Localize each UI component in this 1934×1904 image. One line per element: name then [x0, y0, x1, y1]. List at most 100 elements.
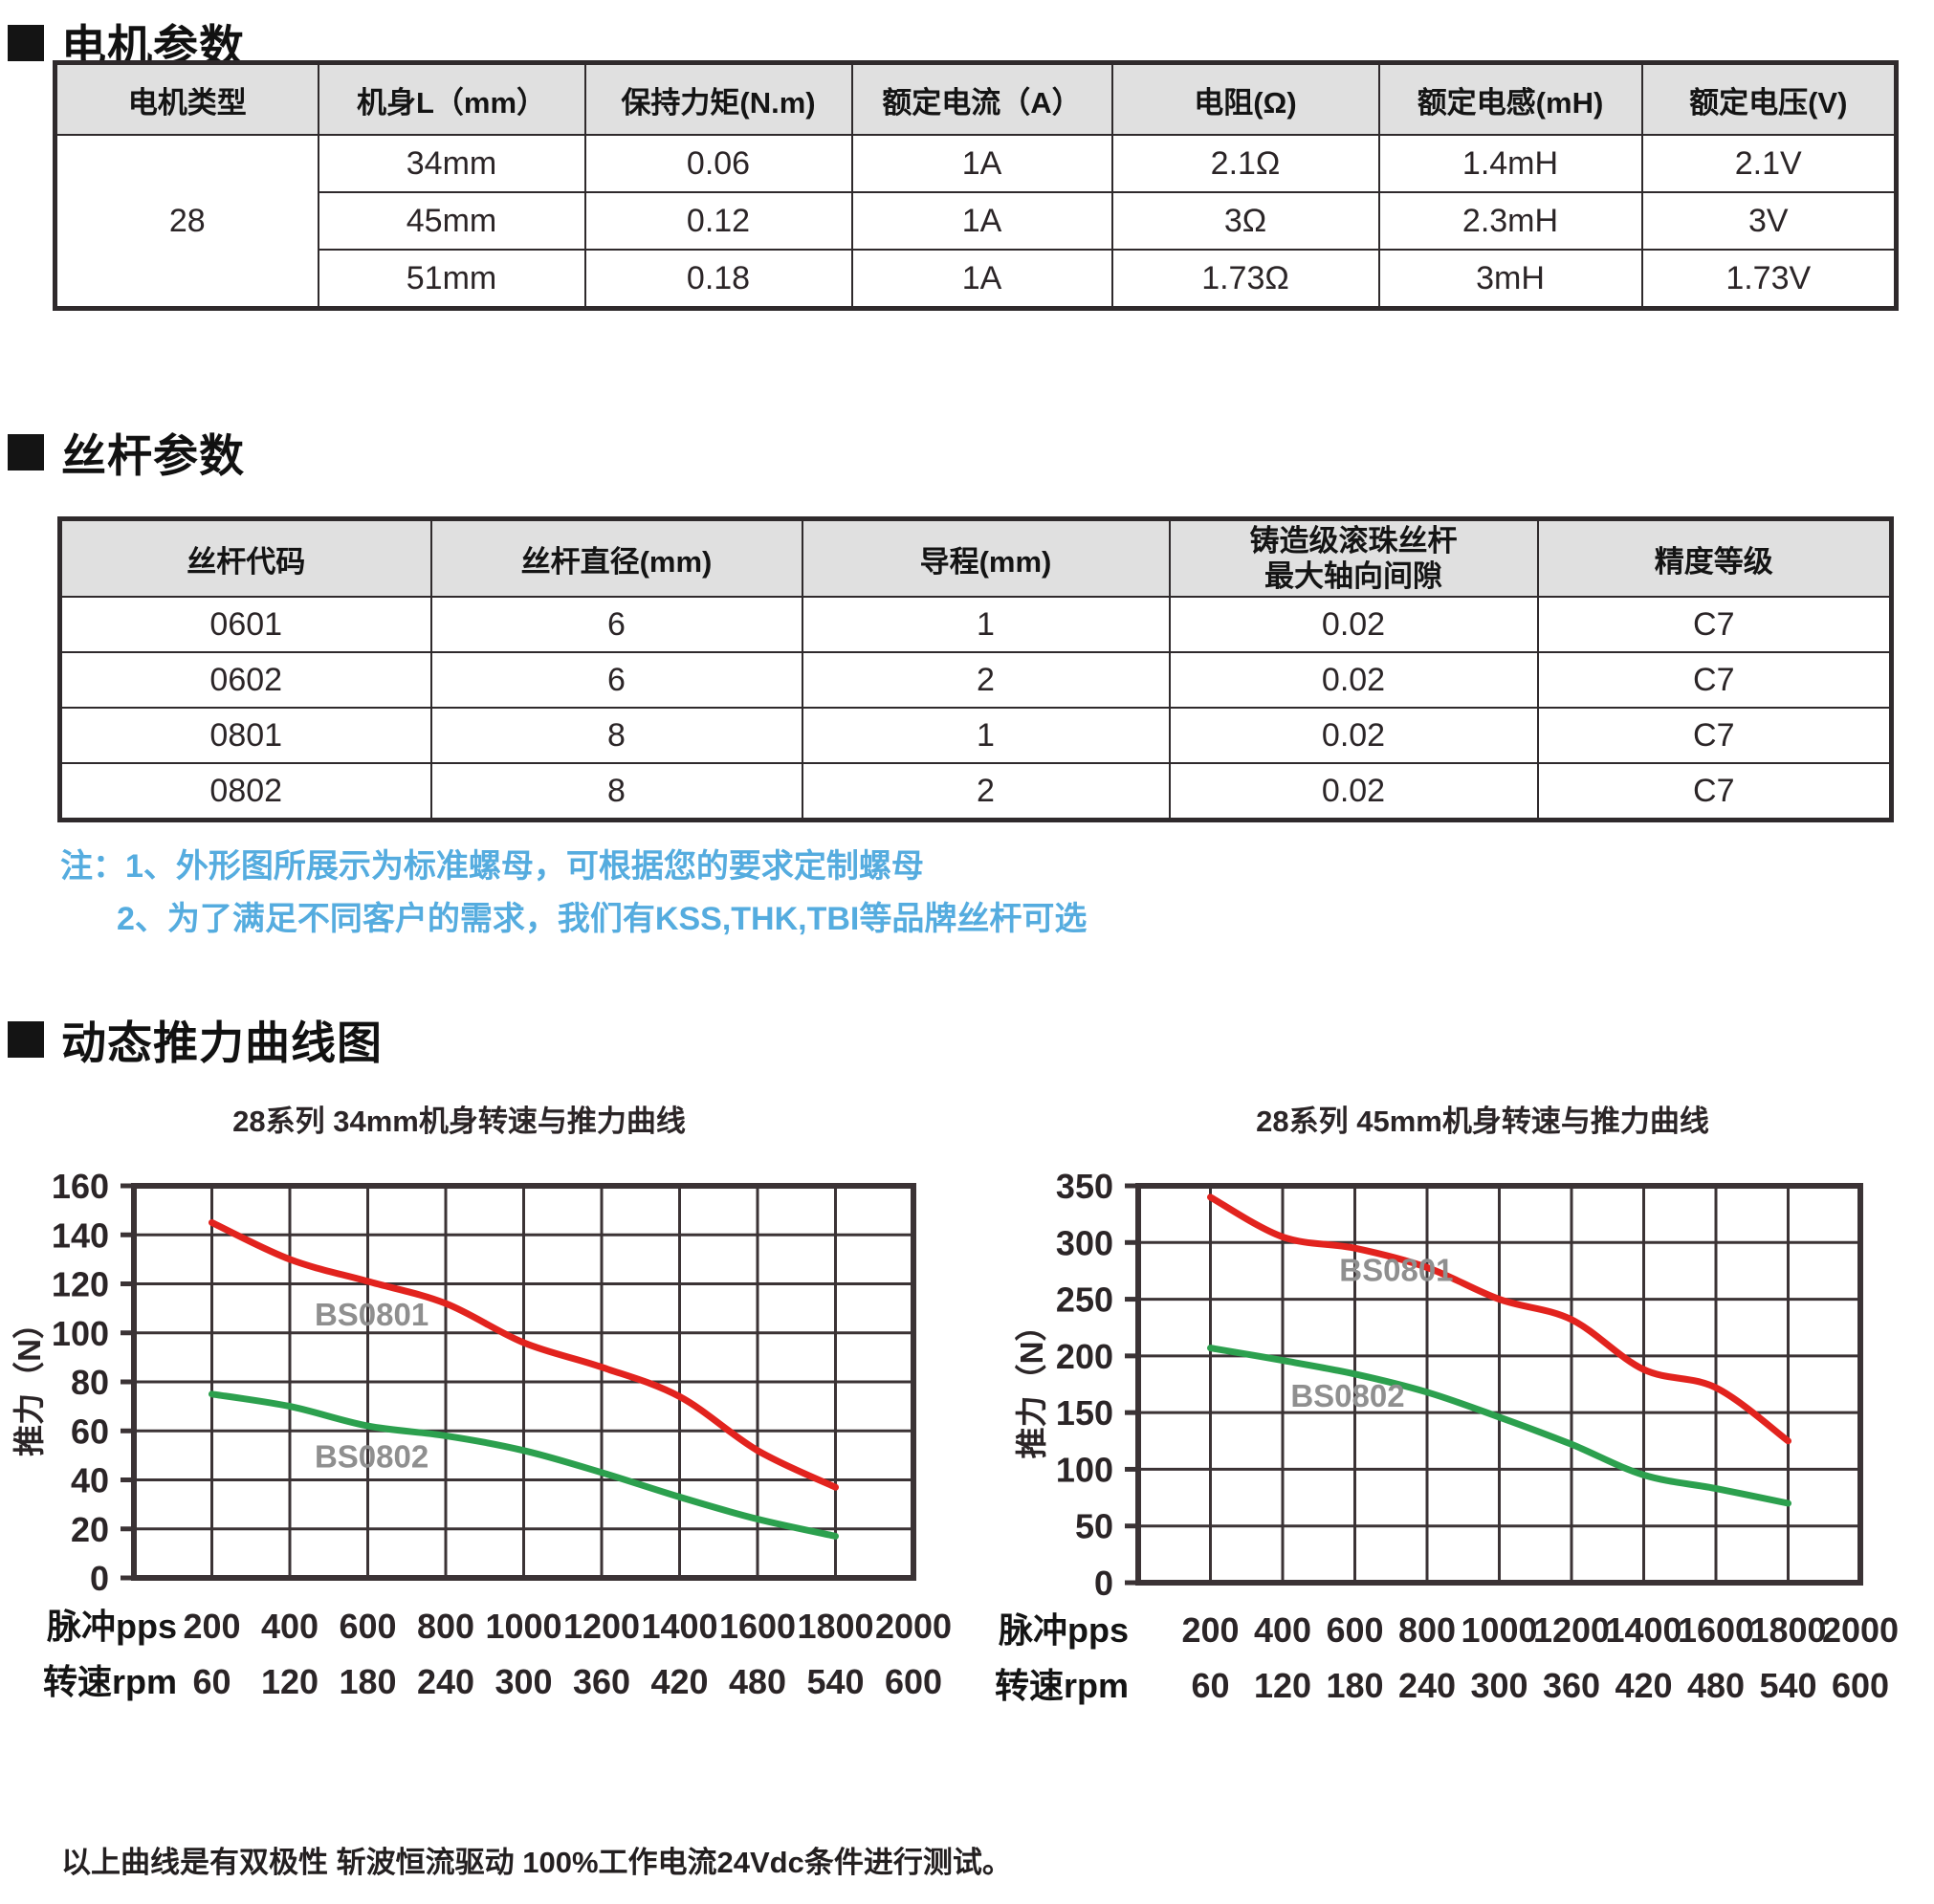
table-cell: 1.73Ω: [1110, 249, 1380, 310]
x-tick-pps: 1800: [797, 1607, 873, 1646]
note-line-2: 2、为了满足不同客户的需求，我们有KSS,THK,TBI等品牌丝杆可选: [117, 901, 1088, 937]
column-header: 电阻(Ω): [1110, 61, 1380, 136]
y-axis-label: 推力（N）: [1014, 1310, 1049, 1459]
y-tick-label: 50: [1075, 1507, 1113, 1546]
column-header: 额定电压(V): [1640, 61, 1898, 136]
y-tick-label: 300: [1056, 1223, 1113, 1262]
motor-table-head: 电机类型 机身L（mm） 保持力矩(N.m) 额定电流（A） 电阻(Ω) 额定电感(mH)…: [54, 61, 1898, 136]
x-tick-rpm: 120: [261, 1662, 319, 1701]
curve-BS0802: [1207, 1345, 1791, 1507]
x-tick-rpm: 600: [885, 1662, 942, 1701]
chart-45mm-thrust-curve: 28系列 45mm机身转速与推力曲线 0 50 100 150 200 250 300 350 脉…: [995, 1105, 1899, 1705]
chart-title: 28系列 45mm机身转速与推力曲线: [1256, 1105, 1709, 1138]
table-cell: 2.3mH: [1377, 191, 1643, 251]
x-tick-pps: 1400: [1605, 1610, 1681, 1650]
table-row: 0802 8 2 0.02 C7: [58, 762, 1893, 821]
curve-BS0802: [209, 1390, 839, 1540]
x-tick-rpm: 180: [339, 1662, 396, 1701]
y-tick-label: 80: [71, 1363, 109, 1402]
x-tick-pps: 1600: [1678, 1610, 1754, 1650]
section-square-icon: [8, 433, 44, 471]
x-tick-pps: 1600: [719, 1607, 796, 1646]
y-tick-label: 200: [1056, 1337, 1113, 1376]
table-cell: 1A: [850, 134, 1113, 193]
table-cell: 3V: [1640, 191, 1898, 251]
table-cell: 1A: [850, 249, 1113, 310]
motor-table-body: 28 34mm 0.06 1A 2.1Ω 1.4mH 2.1V 45mm 0.12 1A 3Ω 2.3…: [54, 134, 1898, 310]
x-tick-pps: 1400: [641, 1607, 717, 1646]
table-cell: 8: [429, 762, 803, 821]
table-cell: 1.73V: [1640, 249, 1898, 310]
column-header: 保持力矩(N.m): [583, 61, 853, 136]
series-label-BS0801: BS0801: [1339, 1253, 1453, 1288]
rpm-row-caption: 转速rpm: [43, 1662, 177, 1701]
table-cell: 0.12: [583, 191, 853, 251]
table-cell: 3mH: [1377, 249, 1643, 310]
section-square-icon: [8, 1020, 44, 1058]
x-tick-rpm: 360: [1543, 1666, 1600, 1705]
section-title: 动态推力曲线图: [61, 1018, 383, 1068]
table-cell: C7: [1536, 707, 1893, 764]
x-tick-rpm: 540: [806, 1662, 864, 1701]
x-tick-rpm: 300: [494, 1662, 552, 1701]
x-tick-rpm: 240: [1398, 1666, 1456, 1705]
x-tick-pps: 800: [417, 1607, 474, 1646]
table-cell: 1: [801, 596, 1171, 653]
screw-table-body: 0601 6 1 0.02 C7 0602 6 2 0.02 C7 0801 8 1 0.02 C7 0802…: [58, 596, 1893, 821]
x-tick-rpm: 420: [650, 1662, 708, 1701]
x-tick-rpm: 300: [1470, 1666, 1527, 1705]
table-row: 51mm 0.18 1A 1.73Ω 3mH 1.73V: [55, 249, 1898, 310]
table-cell: 0601: [58, 596, 432, 653]
x-tick-pps: 1800: [1749, 1610, 1826, 1650]
column-header: 精度等级: [1536, 517, 1893, 598]
table-cell: 0802: [58, 762, 432, 821]
x-tick-rpm: 60: [1191, 1666, 1229, 1705]
table-cell: 1: [801, 707, 1171, 764]
chart-34mm-thrust-curve: 28系列 34mm机身转速与推力曲线 0 20 40 60 80 100 120 140 160 脉…: [11, 1105, 952, 1701]
section-square-icon: [8, 24, 44, 61]
table-cell: 1A: [850, 191, 1113, 251]
x-tick-pps: 400: [261, 1607, 319, 1646]
column-header: 铸造级滚珠丝杆 最大轴向间隙: [1168, 517, 1539, 598]
curve-BS0801: [1207, 1193, 1791, 1445]
column-header: 导程(mm): [801, 517, 1171, 598]
table-cell: 0.02: [1168, 707, 1539, 764]
x-tick-rpm: 180: [1326, 1666, 1383, 1705]
y-axis-label: 推力（N）: [11, 1307, 47, 1456]
x-tick-rpm: 420: [1615, 1666, 1672, 1705]
y-tick-label: 350: [1056, 1167, 1113, 1206]
y-tick-label: 250: [1056, 1280, 1113, 1320]
table-cell: 2.1Ω: [1110, 134, 1380, 193]
table-cell: C7: [1536, 596, 1893, 653]
series-label-BS0801: BS0801: [315, 1297, 429, 1332]
series-label-BS0802: BS0802: [1290, 1378, 1404, 1413]
column-header: 额定电感(mH): [1377, 61, 1643, 136]
rpm-row-caption: 转速rpm: [995, 1666, 1129, 1705]
x-tick-pps: 600: [339, 1607, 396, 1646]
series-label-BS0802: BS0802: [315, 1439, 429, 1475]
x-tick-rpm: 600: [1832, 1666, 1889, 1705]
x-tick-rpm: 540: [1759, 1666, 1816, 1705]
motor-table: 电机类型 机身L（mm） 保持力矩(N.m) 额定电流（A） 电阻(Ω) 额定电感(mH)…: [53, 60, 1899, 311]
y-tick-label: 20: [71, 1510, 109, 1549]
y-tick-label: 160: [52, 1167, 109, 1206]
note-line-1: 注：1、外形图所展示为标准螺母，可根据您的要求定制螺母: [60, 848, 924, 885]
table-row: 45mm 0.12 1A 3Ω 2.3mH 3V: [55, 191, 1898, 251]
table-row: 0602 6 2 0.02 C7: [58, 651, 1893, 709]
x-tick-pps: 600: [1326, 1610, 1383, 1650]
y-tick-label: 0: [1094, 1564, 1113, 1603]
x-tick-rpm: 240: [417, 1662, 474, 1701]
x-tick-pps: 1000: [1461, 1610, 1537, 1650]
y-tick-label: 0: [90, 1559, 109, 1598]
test-condition-note: 以上曲线是有双极性 斩波恒流驱动 100%工作电流24Vdc条件进行测试。: [61, 1846, 1012, 1879]
x-tick-rpm: 480: [1687, 1666, 1745, 1705]
x-tick-pps: 1200: [563, 1607, 640, 1646]
x-tick-rpm: 120: [1254, 1666, 1311, 1705]
y-tick-label: 120: [52, 1265, 109, 1304]
x-tick-pps: 200: [1181, 1610, 1239, 1650]
table-cell: 2: [801, 651, 1171, 709]
x-tick-pps: 1200: [1533, 1610, 1610, 1650]
table-cell: 0602: [58, 651, 432, 709]
table-cell: C7: [1536, 762, 1893, 821]
